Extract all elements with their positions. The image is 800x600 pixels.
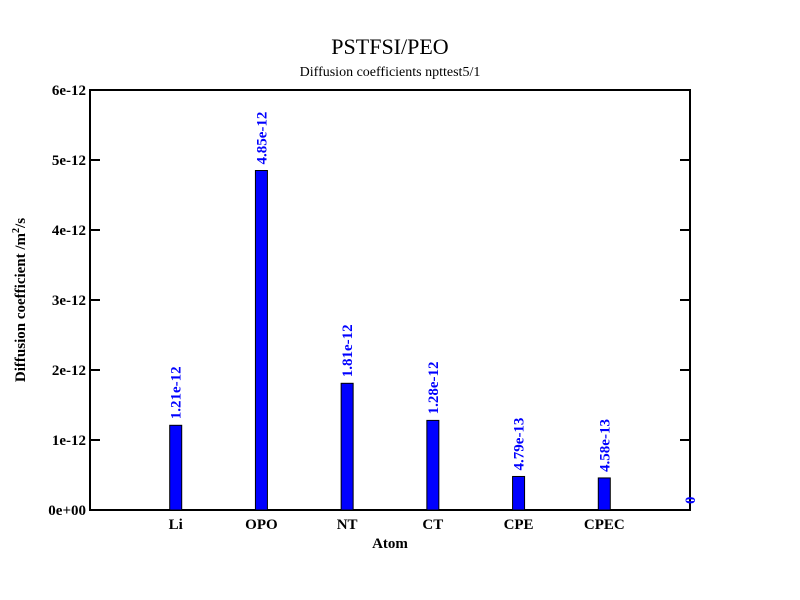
y-axis-label-tail: /s [13, 218, 29, 229]
y-axis-label-sup: 2 [11, 228, 22, 233]
bar [426, 419, 440, 511]
y-tick-label: 5e-12 [52, 153, 86, 169]
x-tick-label: CPEC [584, 517, 625, 533]
chart-title: PSTFSI/PEO [331, 34, 448, 59]
bar [340, 382, 354, 511]
value-label: 1.81e-12 [340, 324, 356, 377]
bar [597, 477, 611, 511]
bar [169, 424, 183, 511]
y-axis-label-text: Diffusion coefficient /m [13, 232, 29, 382]
y-tick-label: 3e-12 [52, 293, 86, 309]
x-tick-label: Li [169, 517, 183, 533]
value-label: 4.85e-12 [254, 112, 270, 165]
bar [254, 170, 268, 511]
x-tick-label: NT [337, 517, 358, 533]
x-axis-label: Atom [372, 536, 408, 552]
chart-subtitle: Diffusion coefficients npttest5/1 [300, 65, 481, 80]
x-tick-label: CPE [504, 517, 534, 533]
bar [512, 475, 526, 511]
y-tick-label: 4e-12 [52, 223, 86, 239]
y-tick-label: 2e-12 [52, 363, 86, 379]
y-tick-label: 6e-12 [52, 83, 86, 99]
y-tick-label: 1e-12 [52, 433, 86, 449]
value-label: 4.79e-13 [512, 418, 528, 471]
value-label: 1.21e-12 [169, 366, 185, 419]
x-tick-label: CT [422, 517, 443, 533]
y-axis-label: Diffusion coefficient /m2/s [11, 218, 29, 382]
value-label: 0 [683, 497, 699, 505]
value-label: 1.28e-12 [426, 361, 442, 414]
value-label: 4.58e-13 [597, 419, 613, 472]
y-tick-label: 0e+00 [48, 503, 86, 519]
x-tick-label: OPO [245, 517, 278, 533]
